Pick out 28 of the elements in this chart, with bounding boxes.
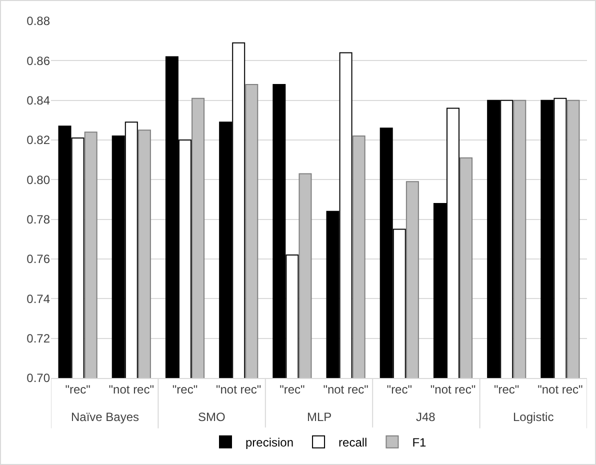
x-tick-label: "rec" — [280, 382, 305, 396]
x-tick-label: "rec" — [494, 382, 520, 396]
x-tick-label: "not rec" — [108, 382, 154, 396]
y-tick-label: 0.76 — [26, 252, 50, 266]
text: Naïve Bayes — [71, 410, 140, 424]
y-tick-label: 0.80 — [26, 172, 50, 187]
y-tick-label: 0.86 — [26, 54, 50, 68]
x-tick-label: "not rec" — [323, 382, 368, 396]
y-tick-label: 0.74 — [26, 292, 50, 306]
text: J48 — [416, 410, 436, 424]
x-tick-label: "not rec" — [216, 382, 262, 396]
x-tick-label: "not rec" — [538, 382, 583, 396]
text: SMO — [198, 410, 226, 424]
y-tick-label: 0.70 — [26, 371, 50, 386]
y-tick-label: 0.78 — [26, 212, 50, 227]
text: Logistic — [513, 410, 554, 424]
x-tick-label: "rec" — [172, 382, 198, 396]
y-tick-label: 0.82 — [26, 133, 50, 148]
y-tick-label: 0.84 — [26, 94, 50, 108]
legend-label: recall — [338, 436, 368, 450]
x-tick-label: "not rec" — [430, 382, 476, 396]
legend-label: F1 — [412, 436, 427, 450]
legend-label: precision — [246, 436, 294, 450]
text: MLP — [307, 410, 332, 424]
x-tick-label: "rec" — [65, 382, 90, 396]
y-tick-label: 0.72 — [26, 332, 50, 346]
x-tick-label: "rec" — [386, 382, 412, 396]
y-tick-label: 0.88 — [26, 14, 50, 28]
